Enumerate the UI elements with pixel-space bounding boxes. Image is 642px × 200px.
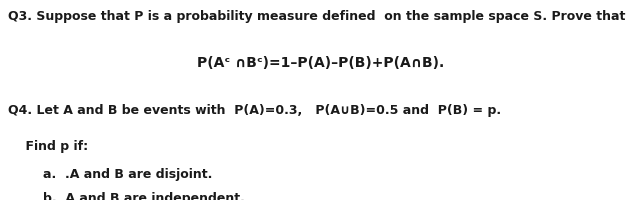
Text: Q4. Let A and B be events with  P(A)=0.3,   P(A∪B)=0.5 and  P(B) = p.: Q4. Let A and B be events with P(A)=0.3,…: [8, 104, 501, 117]
Text: b.  A and B are independent.: b. A and B are independent.: [8, 192, 245, 200]
Text: P(Aᶜ ∩Bᶜ)=1–P(A)–P(B)+P(A∩B).: P(Aᶜ ∩Bᶜ)=1–P(A)–P(B)+P(A∩B).: [197, 56, 445, 70]
Text: Q3. Suppose that P is a probability measure defined  on the sample space S. Prov: Q3. Suppose that P is a probability meas…: [8, 10, 626, 23]
Text: Find p if:: Find p if:: [8, 140, 89, 153]
Text: a.  .A and B are disjoint.: a. .A and B are disjoint.: [8, 168, 213, 181]
